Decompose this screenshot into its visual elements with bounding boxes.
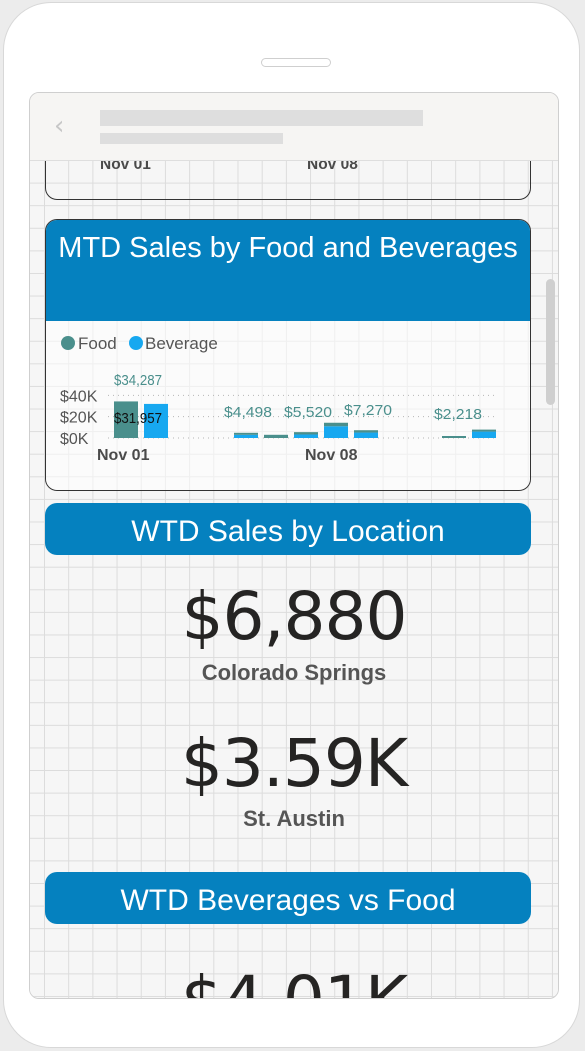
wtd-bev-food-title: WTD Beverages vs Food xyxy=(45,872,531,924)
bar-beverage[interactable] xyxy=(144,403,168,438)
legend-food-dot xyxy=(61,336,75,350)
data-label: $5,520 xyxy=(284,404,332,421)
kpi-label: St. Austin xyxy=(243,806,345,831)
scrollbar-thumb[interactable] xyxy=(546,279,555,405)
mtd-chart-title: MTD Sales by Food and Beverages xyxy=(46,220,530,321)
x-tick-label: Nov 08 xyxy=(305,447,358,464)
kpi-value: $3.59K xyxy=(180,725,408,802)
title-placeholder xyxy=(100,110,423,126)
data-label: $7,270 xyxy=(344,402,392,419)
kpi-label: Colorado Springs xyxy=(201,660,387,685)
wtd-location-title: WTD Sales by Location xyxy=(45,503,531,555)
top-chart-x-label: Nov 08 xyxy=(307,160,358,173)
legend-beverage-dot xyxy=(129,336,143,350)
previous-chart-card[interactable] xyxy=(45,160,531,200)
legend-food-label: Food xyxy=(78,334,117,353)
data-label: $31,957 xyxy=(114,410,162,427)
data-label: $2,218 xyxy=(434,406,482,423)
bar-beverage[interactable] xyxy=(294,434,318,438)
data-label: $34,287 xyxy=(114,372,162,389)
subtitle-placeholder xyxy=(100,133,283,144)
legend-beverage-label: Beverage xyxy=(145,334,218,353)
bar-food[interactable] xyxy=(264,434,288,438)
y-tick-label: $40K xyxy=(60,388,98,405)
bar-food[interactable] xyxy=(354,430,378,433)
top-chart-x-label: Nov 01 xyxy=(100,160,151,173)
bar-food[interactable] xyxy=(294,432,318,435)
bar-food[interactable] xyxy=(442,436,466,438)
mtd-bar-chart[interactable]: Food Beverage $40K $20K $0K $34,287 $31,957… xyxy=(46,220,531,491)
speaker-slot xyxy=(261,58,331,67)
kpi-value: $4.01K xyxy=(30,968,558,999)
report-canvas[interactable]: Nov 01 Nov 08 MTD Sales by Food and Beve… xyxy=(30,160,558,999)
bar-food[interactable] xyxy=(114,401,138,438)
bar-beverage[interactable] xyxy=(354,432,378,438)
bar-food[interactable] xyxy=(472,429,496,432)
y-tick-label: $20K xyxy=(60,410,98,427)
back-chevron-icon[interactable]: ‹ xyxy=(54,111,65,141)
bar-beverage[interactable] xyxy=(472,431,496,438)
bar-beverage[interactable] xyxy=(234,434,258,438)
header-bar: ‹ xyxy=(30,93,558,161)
app-screen: ‹ Nov 01 Nov 08 MTD Sales by Food and Be… xyxy=(29,92,559,999)
bar-food[interactable] xyxy=(324,422,348,427)
bar-food[interactable] xyxy=(234,432,258,435)
bar-beverage[interactable] xyxy=(324,426,348,438)
phone-frame: ‹ Nov 01 Nov 08 MTD Sales by Food and Be… xyxy=(3,2,580,1048)
mtd-chart-card[interactable]: MTD Sales by Food and Beverages Food Bev… xyxy=(45,219,531,491)
x-tick-label: Nov 01 xyxy=(97,447,150,464)
y-tick-label: $0K xyxy=(60,431,89,448)
kpi-value: $6,880 xyxy=(181,578,408,655)
data-label: $4,498 xyxy=(224,404,272,421)
